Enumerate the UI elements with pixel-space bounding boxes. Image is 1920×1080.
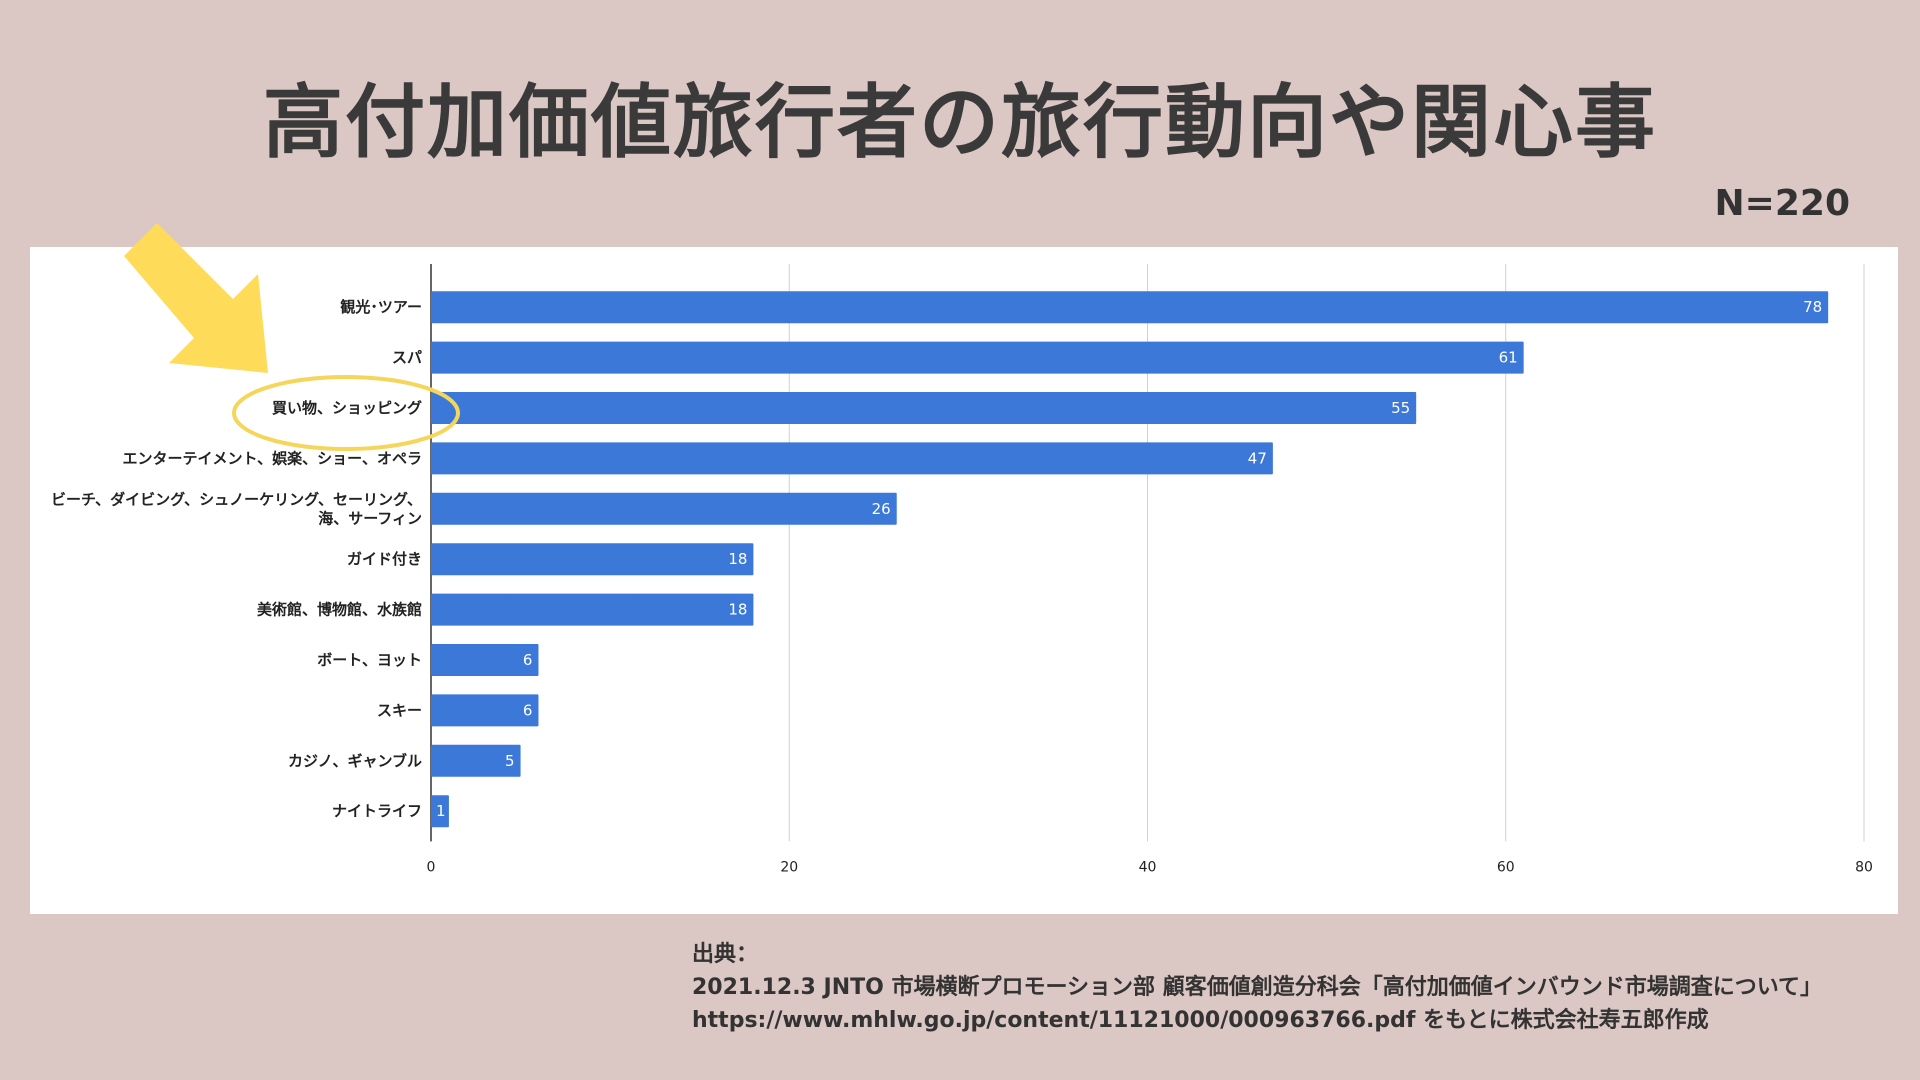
bar-value-label: 47 — [1248, 449, 1267, 467]
bar-value-label: 55 — [1391, 399, 1410, 417]
bar — [431, 644, 539, 676]
bar-value-label: 1 — [436, 802, 446, 820]
x-tick-label: 0 — [427, 859, 436, 875]
x-tick-label: 60 — [1497, 859, 1515, 875]
x-tick-label: 80 — [1855, 859, 1873, 875]
bar-value-label: 5 — [505, 752, 515, 770]
bar-value-label: 6 — [523, 651, 533, 669]
category-label: 美術館、博物館、水族館 — [257, 601, 422, 619]
category-label: ボート、ヨット — [317, 651, 422, 669]
page-title: 高付加価値旅行者の旅行動向や関心事 — [263, 76, 1657, 169]
category-label: 観光･ツアー — [340, 298, 422, 316]
x-tick-label: 20 — [780, 859, 798, 875]
bar — [431, 795, 449, 828]
bar — [431, 694, 539, 727]
bar — [431, 744, 521, 777]
bar-value-label: 18 — [728, 550, 747, 568]
source-note: 出典： 2021.12.3 JNTO 市場横断プロモーション部 顧客価値創造分科… — [692, 938, 1822, 1037]
source-line-1: 2021.12.3 JNTO 市場横断プロモーション部 顧客価値創造分科会「高付… — [692, 975, 1823, 1000]
source-heading: 出典： — [692, 942, 759, 967]
bar — [431, 593, 754, 626]
category-label: ナイトライフ — [332, 802, 422, 820]
bar — [431, 543, 754, 576]
category-label: エンターテイメント、娯楽、ショー、オペラ — [122, 449, 422, 467]
category-label: 買い物、ショッピング — [272, 399, 422, 417]
category-label: ビーチ、ダイビング、シュノーケリング、セーリング、海、サーフィン — [51, 490, 422, 527]
category-label: ガイド付き — [347, 550, 422, 568]
category-label: スパ — [392, 349, 422, 367]
bar — [431, 291, 1829, 324]
bar — [431, 492, 897, 525]
bar-value-label: 26 — [872, 500, 891, 518]
bar-value-label: 61 — [1499, 349, 1518, 367]
bar-value-label: 18 — [728, 601, 747, 619]
chart-panel: 0 20 40 60 80 78 観光･ツアー 61 スパ 55 買い物、ショッピング 47 エンターテ… — [30, 247, 1898, 914]
category-label: スキー — [377, 701, 422, 719]
source-line-2: https://www.mhlw.go.jp/content/11121000/… — [692, 1008, 1709, 1033]
bar — [431, 392, 1417, 424]
bar — [431, 442, 1273, 475]
category-label: カジノ、ギャンブル — [288, 752, 422, 770]
bar-chart: 0 20 40 60 8078観光･ツアー61スパ55買い物、ショッピング47エンターテ… — [51, 264, 1873, 875]
bar-value-label: 78 — [1803, 298, 1822, 316]
bar-value-label: 6 — [523, 701, 533, 719]
x-tick-label: 40 — [1139, 859, 1157, 875]
bar — [431, 341, 1524, 374]
sample-size-label: N=220 — [1714, 183, 1850, 224]
